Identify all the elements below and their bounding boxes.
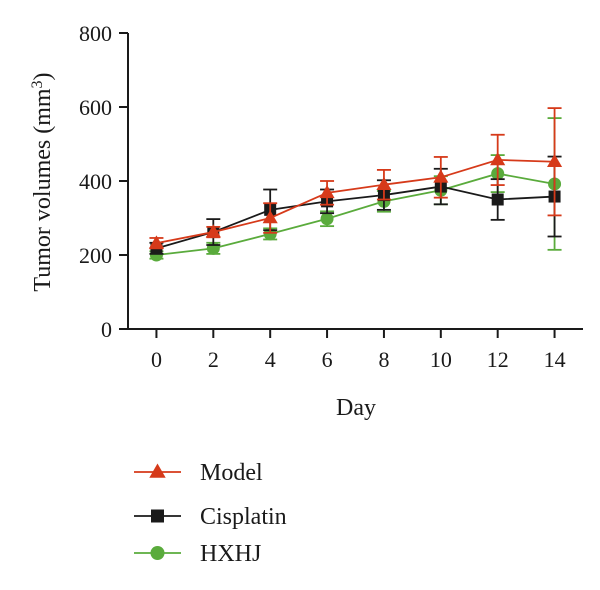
data-point-model — [490, 152, 506, 166]
x-tick-label: 12 — [487, 347, 509, 372]
legend-item-hxhj: HXHJ — [134, 541, 261, 567]
x-tick-label: 6 — [322, 347, 333, 372]
legend-item-cisplatin: Cisplatin — [134, 504, 287, 530]
axes — [127, 33, 583, 330]
y-ticks: 0 200 400 600 800 — [79, 21, 128, 342]
x-ticks: 0 2 4 6 8 10 12 14 — [151, 329, 566, 372]
legend-marker-model — [149, 463, 166, 478]
data-point-model — [262, 210, 278, 224]
legend: Model Cisplatin HXHJ — [134, 460, 287, 567]
series-line-hxhj — [156, 172, 555, 256]
x-tick-label: 4 — [265, 347, 276, 372]
legend-marker-cisplatin — [151, 509, 164, 523]
y-axis-title-close: ) — [30, 72, 56, 80]
data-point-model — [376, 176, 392, 190]
data-point-model — [547, 153, 563, 168]
x-axis-title: Day — [336, 395, 376, 421]
x-tick-label: 14 — [544, 347, 566, 372]
y-axis-title-main: Tumor volumes (mm — [30, 88, 56, 291]
legend-label-hxhj: HXHJ — [200, 541, 261, 567]
y-tick-label: 600 — [79, 95, 112, 120]
y-tick-label: 400 — [79, 169, 112, 194]
x-tick-label: 8 — [378, 347, 389, 372]
series-line-cisplatin — [156, 185, 555, 250]
legend-marker-hxhj — [150, 546, 165, 560]
y-tick-label: 800 — [79, 21, 112, 46]
data-point-model — [433, 169, 449, 183]
legend-label-model: Model — [200, 460, 263, 486]
series-layer — [148, 107, 563, 262]
data-point-model — [205, 224, 221, 238]
series-hxhj — [149, 117, 562, 262]
data-point-model — [319, 185, 335, 199]
series-line-model — [156, 159, 555, 245]
x-tick-label: 10 — [430, 347, 452, 372]
y-tick-label: 200 — [79, 243, 112, 268]
data-point-hxhj — [320, 212, 334, 226]
legend-label-cisplatin: Cisplatin — [200, 504, 287, 530]
series-model — [148, 107, 563, 250]
x-tick-label: 0 — [151, 347, 162, 372]
y-axis-title: Tumor volumes (mm3) — [29, 72, 57, 291]
data-point-model — [148, 235, 164, 249]
legend-item-model: Model — [134, 460, 263, 486]
data-point-cisplatin — [491, 193, 504, 206]
y-axis-title-superscript: 3 — [29, 80, 46, 88]
y-tick-label: 0 — [101, 317, 112, 342]
x-tick-label: 2 — [208, 347, 219, 372]
